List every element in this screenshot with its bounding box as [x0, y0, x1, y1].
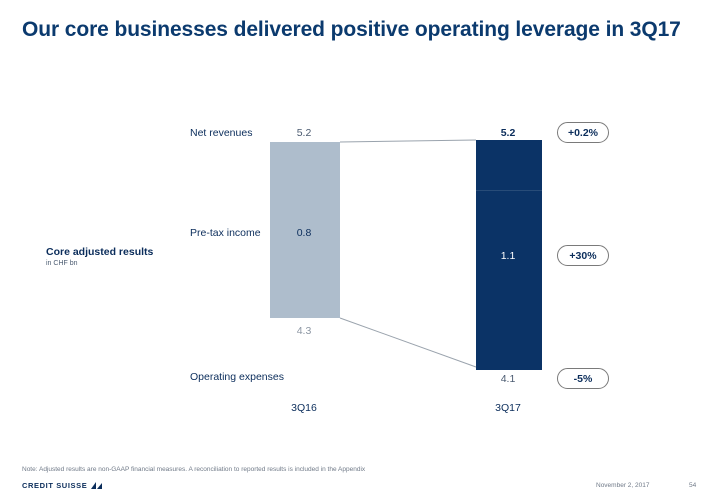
change-badge-operating-expenses: -5% [557, 368, 609, 389]
value-3q16-operating-expenses: 4.3 [296, 325, 312, 337]
row-label-pretax-income: Pre-tax income [190, 227, 261, 239]
credit-suisse-logo: CREDIT SUISSE [22, 481, 104, 490]
change-badge-net-revenues: +0.2% [557, 122, 609, 143]
x-tick-3q17: 3Q17 [495, 402, 521, 414]
connector-bottom-line [339, 317, 477, 368]
bar-3q16-total [270, 142, 340, 318]
row-label-net-revenues: Net revenues [190, 127, 253, 139]
side-caption: Core adjusted results in CHF bn [46, 246, 153, 267]
page-title: Our core businesses delivered positive o… [22, 18, 681, 41]
connector-top-line [339, 139, 477, 143]
value-3q17-operating-expenses: 4.1 [500, 373, 516, 385]
logo-brand-text: CREDIT SUISSE [22, 481, 88, 490]
change-badge-pretax-income: +30% [557, 245, 609, 266]
value-3q16-net-revenues: 5.2 [296, 127, 312, 139]
side-subtitle: in CHF bn [46, 260, 78, 267]
footer-date: November 2, 2017 [596, 482, 650, 489]
value-3q16-pretax-income: 0.8 [296, 227, 312, 239]
bar-3q17-income [476, 140, 542, 191]
sails-icon [91, 482, 103, 489]
bar-3q17-expenses [476, 190, 542, 370]
side-title: Core adjusted results [46, 246, 154, 258]
footnote: Note: Adjusted results are non-GAAP fina… [22, 466, 366, 473]
row-label-operating-expenses: Operating expenses [190, 371, 284, 383]
value-3q17-pretax-income: 1.1 [500, 250, 516, 262]
value-3q17-net-revenues: 5.2 [500, 127, 516, 139]
page-number: 54 [689, 482, 697, 489]
x-tick-3q16: 3Q16 [291, 402, 317, 414]
